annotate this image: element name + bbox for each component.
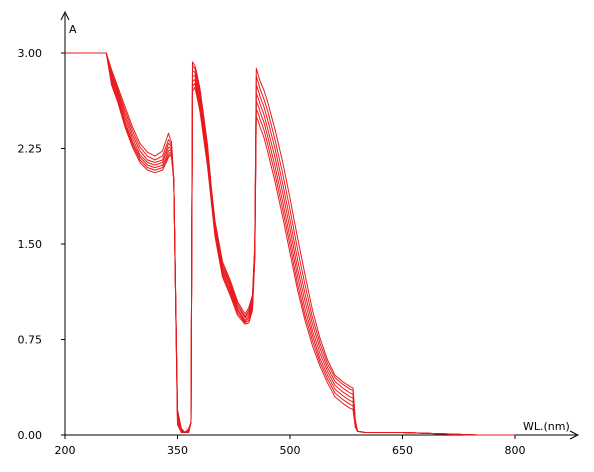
series-line-7 [65,52,515,436]
series-line-4 [65,52,515,436]
x-tick-label: 200 [55,444,76,457]
x-tick-label: 350 [167,444,188,457]
y-tick-label: 2.25 [18,143,43,156]
y-axis-arrow [60,10,70,21]
y-tick-label: 3.00 [18,47,43,60]
y-tick-label: 1.50 [18,238,43,251]
x-tick-label: 500 [280,444,301,457]
x-axis-label: WL.(nm) [523,420,570,433]
series-line-2 [65,52,515,436]
x-tick-label: 800 [505,444,526,457]
series-line-3 [65,52,515,436]
x-tick-label: 650 [392,444,413,457]
y-tick-label: 0.75 [18,334,43,347]
series-layer [65,52,515,436]
y-tick-label: 0.00 [18,429,43,442]
series-line-1 [65,52,515,436]
y-axis-label: A [69,23,77,36]
axes [60,10,580,440]
series-line-6 [65,52,515,436]
x-axis-arrow [569,430,580,440]
series-line-5 [65,52,515,436]
ticks: 0.00 0.75 1.50 2.25 3.00 200 350 500 650 800 [18,47,526,457]
